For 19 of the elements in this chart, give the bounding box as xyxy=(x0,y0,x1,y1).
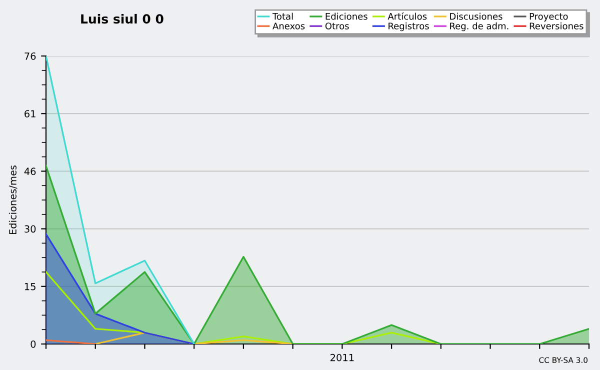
legend-label: Otros xyxy=(325,22,349,30)
y-tick-label: 46 xyxy=(24,168,36,176)
chart-title: Luis siul 0 0 xyxy=(81,14,164,24)
x-tick-label: 2011 xyxy=(330,354,354,362)
legend-label: Anexos xyxy=(272,22,305,30)
y-axis-title: Ediciones/mes xyxy=(8,165,18,234)
legend-label: Discusiones xyxy=(450,12,502,20)
legend-label: Registros xyxy=(388,22,429,32)
y-tick-label: 30 xyxy=(24,225,36,233)
y-tick-label: 15 xyxy=(24,283,36,290)
legend-label: Reversiones xyxy=(530,22,584,30)
legend-label: Total xyxy=(272,12,293,20)
y-tick-label: 76 xyxy=(24,52,36,60)
legend-label: Proyecto xyxy=(530,13,568,22)
legend-label: Reg. de adm. xyxy=(450,22,508,32)
legend-label: Artículos xyxy=(388,12,427,20)
y-tick-label: 0 xyxy=(30,340,36,348)
legend-label: Ediciones xyxy=(326,12,368,20)
y-tick-label: 61 xyxy=(24,110,36,118)
